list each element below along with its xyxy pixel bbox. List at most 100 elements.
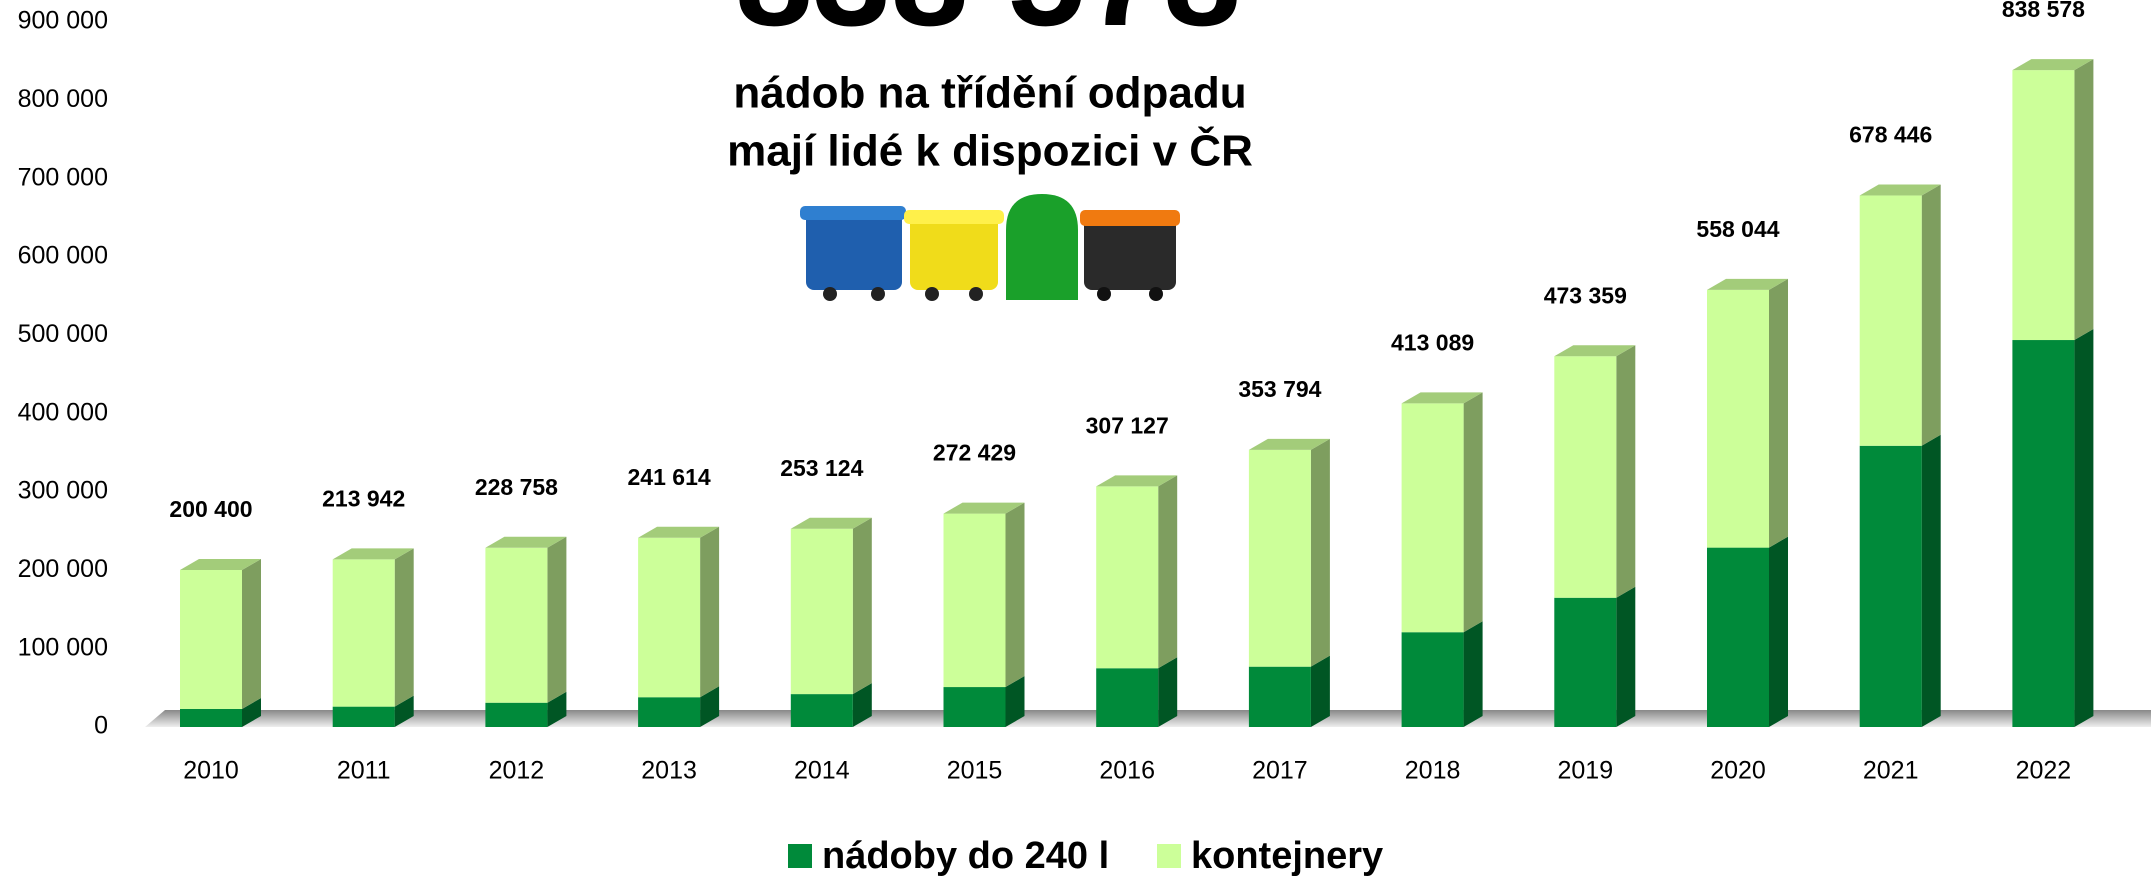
bar-side: [1310, 655, 1330, 727]
data-label: 353 794: [1238, 376, 1321, 402]
bar-front: [332, 706, 395, 727]
bar: [1707, 536, 1788, 727]
bar-front: [943, 687, 1006, 727]
x-tick-label: 2010: [183, 757, 239, 785]
y-tick-label: 800 000: [18, 85, 108, 113]
bar-front: [1707, 547, 1769, 727]
x-tick-label: 2013: [641, 757, 697, 785]
bar: [943, 502, 1025, 688]
y-tick-label: 400 000: [18, 398, 108, 426]
legend-label: nádoby do 240 l: [822, 835, 1109, 876]
data-label: 228 758: [475, 474, 558, 500]
bar: [485, 536, 567, 703]
bar-side: [1769, 278, 1788, 548]
bar: [332, 695, 414, 727]
bar: [1096, 475, 1178, 669]
y-tick-label: 700 000: [18, 163, 108, 191]
bar: [1707, 278, 1788, 548]
bar-top: [332, 548, 414, 560]
legend-swatch: [788, 844, 812, 868]
y-tick-label: 0: [94, 712, 108, 740]
data-label: 213 942: [322, 485, 405, 511]
data-label: 241 614: [628, 464, 711, 490]
bar-side: [1921, 184, 1941, 446]
bar: [1248, 655, 1330, 727]
bar: [1554, 586, 1636, 727]
data-label: 678 446: [1849, 122, 1932, 148]
bar: [180, 697, 261, 727]
bar: [485, 691, 567, 727]
bar-front: [1248, 449, 1311, 667]
y-tick-label: 900 000: [18, 7, 108, 35]
x-tick-label: 2012: [489, 757, 545, 785]
bar-side: [242, 697, 261, 727]
x-tick-label: 2011: [337, 757, 391, 785]
bar-top: [1859, 184, 1941, 196]
bar-top: [2012, 59, 2094, 71]
bar-side: [1158, 475, 1178, 669]
bar-side: [1158, 657, 1178, 727]
bar-side: [394, 548, 414, 707]
legend-label: kontejnery: [1191, 835, 1383, 876]
bar: [2012, 59, 2094, 341]
y-tick-label: 600 000: [18, 242, 108, 270]
x-tick-label: 2014: [794, 757, 850, 785]
bins-illustration: [800, 194, 1180, 301]
bar-front: [332, 559, 395, 707]
bar-side: [2074, 59, 2094, 341]
bar-front: [1707, 289, 1769, 548]
bar-side: [1616, 586, 1636, 727]
bar: [638, 686, 720, 727]
y-tick-label: 500 000: [18, 320, 108, 348]
bar-front: [180, 570, 242, 709]
bar-top: [638, 526, 720, 538]
bar-side: [700, 526, 720, 698]
bar-side: [1921, 434, 1941, 727]
data-label: 558 044: [1696, 216, 1779, 242]
bar-front: [1096, 668, 1159, 727]
data-label: 253 124: [780, 455, 863, 481]
bar-front: [1248, 666, 1311, 727]
bar-side: [852, 517, 872, 695]
bar-front: [2012, 70, 2075, 341]
data-label: 413 089: [1391, 329, 1474, 355]
bar-front: [2012, 340, 2075, 727]
bar-side: [394, 695, 414, 727]
bar-front: [1401, 632, 1464, 727]
bar-side: [852, 683, 872, 727]
bar-side: [242, 559, 261, 709]
bar-side: [547, 691, 567, 727]
bar-front: [1554, 356, 1617, 598]
bar: [638, 526, 720, 698]
bar: [1554, 345, 1636, 598]
bar-front: [1859, 445, 1922, 727]
bar-top: [1248, 438, 1330, 450]
bar-front: [1859, 195, 1922, 446]
bar-top: [1707, 278, 1788, 290]
bar-side: [1463, 392, 1483, 633]
data-label: 473 359: [1544, 282, 1627, 308]
x-tick-label: 2018: [1405, 757, 1461, 785]
bar-side: [547, 536, 567, 703]
bar-front: [180, 708, 242, 727]
bar-side: [1769, 536, 1788, 727]
bar-side: [1005, 502, 1025, 688]
bar-front: [485, 702, 548, 727]
bar-top: [1554, 345, 1636, 357]
bar-front: [485, 547, 548, 703]
x-tick-label: 2021: [1863, 757, 1919, 785]
x-tick-label: 2019: [1557, 757, 1613, 785]
bar: [2012, 329, 2094, 727]
bar-side: [2074, 329, 2094, 727]
bar-side: [700, 686, 720, 727]
bar-front: [638, 697, 701, 727]
bar-top: [180, 559, 261, 571]
subtitle: mají lidé k dispozici v ČR: [727, 125, 1253, 176]
bar: [1401, 392, 1483, 633]
bar: [1401, 621, 1483, 727]
bar-front: [638, 537, 701, 698]
bar-front: [1096, 486, 1159, 669]
bar: [790, 517, 872, 695]
bar-front: [943, 513, 1006, 688]
